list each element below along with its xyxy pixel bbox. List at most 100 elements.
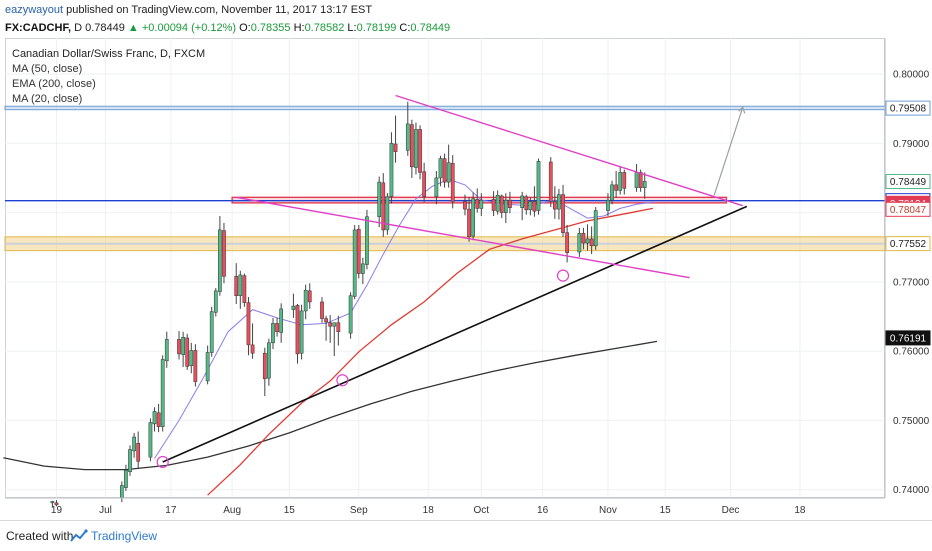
touch-circle <box>556 269 570 282</box>
price-label: 0.76191 <box>890 333 927 344</box>
low-value: 0.78199 <box>356 22 397 34</box>
candle-bullish <box>299 310 304 354</box>
x-tick-label: Sep <box>350 505 368 516</box>
candle-bearish <box>381 182 386 231</box>
legend-ma20[interactable]: MA (20, close) <box>12 93 83 105</box>
candle-bullish <box>267 342 271 379</box>
candle-bearish <box>622 172 627 189</box>
symbol-label: FX:CADCHF, <box>5 22 71 34</box>
candle-bullish <box>536 161 541 211</box>
candle-bearish <box>242 275 247 303</box>
candle-bullish <box>332 322 337 327</box>
price-label: 0.78047 <box>890 205 927 216</box>
x-tick-label: 18 <box>423 505 435 516</box>
candle-bullish <box>446 162 451 183</box>
chart-header: eazywayout published on TradingView.com,… <box>0 0 932 38</box>
candle-bearish <box>548 161 553 202</box>
candle-bullish <box>124 470 128 488</box>
candle-bearish <box>532 201 537 212</box>
candle-bearish <box>193 350 198 382</box>
candle-bearish <box>336 322 341 332</box>
candle-bullish <box>271 323 275 344</box>
arrow-head-icon <box>738 106 746 114</box>
candle-bullish <box>606 199 610 211</box>
candle-bullish <box>160 359 165 427</box>
candle-bullish <box>503 199 508 213</box>
candle-bullish <box>148 422 153 458</box>
ma50-line <box>207 207 654 496</box>
legend-title: Canadian Dollar/Swiss Franc, D, FXCM <box>12 48 206 60</box>
upper-trendline <box>395 94 743 207</box>
candle-bearish <box>320 301 324 319</box>
candle-bearish <box>393 143 398 152</box>
y-tick-label: 0.80000 <box>893 70 930 81</box>
price-label-box <box>885 236 931 252</box>
candle-bearish <box>418 129 422 173</box>
candle-bearish <box>561 194 565 233</box>
candle-bullish <box>577 233 582 253</box>
candle-bullish <box>164 339 169 362</box>
drawing-layer <box>156 94 748 469</box>
candle-bearish <box>475 199 480 209</box>
tradingview-logo-icon[interactable] <box>70 529 88 543</box>
candle-bullish <box>618 172 623 191</box>
lower-trendline <box>236 196 690 279</box>
candle-bearish <box>614 184 618 191</box>
candle-bullish <box>479 199 484 209</box>
candle-bearish <box>295 305 300 355</box>
support-trendline <box>162 205 748 463</box>
y-tick-label: 0.79000 <box>893 139 930 150</box>
y-tick-label: 0.76000 <box>893 347 930 358</box>
candle-bullish <box>385 196 390 231</box>
candle-bearish <box>328 322 333 327</box>
candle-bearish <box>262 352 267 380</box>
candle-bullish <box>348 295 353 334</box>
candle-bearish <box>499 195 504 213</box>
candle-bearish <box>589 238 594 247</box>
candle-bearish <box>222 230 226 277</box>
candle-bullish <box>520 195 525 208</box>
candle-bullish <box>128 449 132 472</box>
candle-bearish <box>581 233 586 244</box>
y-tick-label: 0.77000 <box>893 277 930 288</box>
tradingview-brand[interactable]: TradingView <box>91 529 158 543</box>
candle-bearish <box>524 196 529 211</box>
axis-layer: 0.800000.790000.780000.770000.760000.750… <box>5 38 931 516</box>
x-tick-label: Dec <box>722 505 740 516</box>
candle-bearish <box>156 412 161 427</box>
support-zone-inner <box>5 242 885 245</box>
price-chart-svg[interactable]: 0.800000.790000.780000.770000.760000.750… <box>0 0 932 520</box>
candle-bullish <box>279 308 284 333</box>
candle-bullish <box>205 352 210 382</box>
open-label: O: <box>239 22 251 34</box>
last-price: 0.78449 <box>85 22 125 34</box>
close-label: C: <box>399 22 411 34</box>
ma20-line <box>154 178 653 459</box>
x-tick-label: 15 <box>284 505 296 516</box>
legend-ema200[interactable]: EMA (200, close) <box>12 78 96 90</box>
published-text: published on TradingView.com, November 1… <box>66 4 373 16</box>
candle-bullish <box>471 198 475 237</box>
candle-bearish <box>246 302 251 346</box>
candle-bullish <box>209 311 214 353</box>
open-value: 0.78355 <box>250 22 291 34</box>
candle-bearish <box>508 199 512 208</box>
candle-bullish <box>361 263 365 274</box>
candle-bearish <box>234 276 239 296</box>
x-tick-label: Aug <box>223 505 241 516</box>
candle-bullish <box>352 229 357 297</box>
x-tick-label: Jul <box>99 505 112 516</box>
legend-ma50[interactable]: MA (50, close) <box>12 63 83 75</box>
author-link[interactable]: eazywayout <box>5 4 64 16</box>
price-label-box <box>885 173 931 189</box>
candle-bullish <box>434 177 439 197</box>
candle-bullish <box>119 485 124 499</box>
candle-bearish <box>638 172 643 188</box>
change-value: +0.00094 (+0.12%) <box>141 22 237 34</box>
candle-bullish <box>642 181 647 188</box>
candle-bullish <box>189 350 194 366</box>
grid-layer <box>5 38 885 498</box>
x-tick-label: Oct <box>474 505 490 516</box>
footer-bar: Created with TradingView <box>0 520 932 551</box>
candle-bullish <box>557 194 561 210</box>
